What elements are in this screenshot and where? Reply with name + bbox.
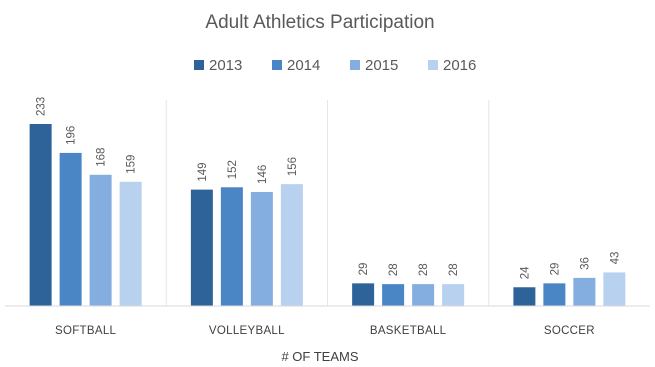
legend-label-2014: 2014 (287, 57, 320, 74)
bar-volleyball-2016 (280, 184, 303, 306)
bar-volleyball-2014 (220, 187, 243, 306)
data-label-volleyball-2015: 146 (257, 165, 269, 184)
category-separators (165, 100, 490, 306)
category-label-soccer: SOCCER (544, 325, 595, 337)
data-label-volleyball-2016: 156 (287, 157, 299, 176)
bar-softball-2016 (119, 181, 142, 306)
bar-basketball-2016 (442, 284, 465, 306)
chart-title: Adult Athletics Participation (205, 12, 434, 33)
category-label-volleyball: VOLLEYBALL (209, 325, 285, 337)
bar-softball-2015 (89, 174, 112, 306)
bar-soccer-2015 (573, 277, 596, 306)
category-label-softball: SOFTBALL (55, 325, 117, 337)
bar-softball-2014 (59, 152, 82, 306)
data-label-soccer-2015: 36 (579, 257, 591, 270)
bars (29, 124, 626, 306)
bar-volleyball-2013 (190, 189, 213, 306)
data-label-soccer-2014: 29 (549, 263, 561, 276)
category-label-basketball: BASKETBALL (370, 325, 447, 337)
x-axis-title: # OF TEAMS (281, 349, 358, 364)
data-label-volleyball-2013: 149 (197, 162, 209, 181)
legend-swatch-2014 (272, 60, 282, 70)
data-label-softball-2014: 196 (66, 126, 78, 145)
data-label-softball-2015: 168 (96, 148, 108, 167)
data-label-softball-2013: 233 (36, 97, 48, 116)
bar-basketball-2013 (352, 283, 375, 306)
legend-label-2013: 2013 (209, 57, 242, 74)
data-label-basketball-2013: 29 (358, 263, 370, 276)
data-label-basketball-2016: 28 (448, 263, 460, 276)
data-label-basketball-2015: 28 (418, 263, 430, 276)
data-label-softball-2016: 159 (126, 155, 138, 174)
data-labels: 233 196 168 159 149 152 146 156 29 28 28 28 24 29 36 43 (36, 97, 622, 279)
data-label-basketball-2014: 28 (388, 263, 400, 276)
bar-soccer-2013 (513, 287, 536, 306)
legend-label-2015: 2015 (365, 57, 398, 74)
bar-volleyball-2015 (250, 191, 273, 306)
data-label-volleyball-2014: 152 (227, 160, 239, 179)
bar-basketball-2015 (412, 284, 435, 306)
legend: 2013 2014 2015 2016 (194, 57, 476, 74)
legend-swatch-2016 (428, 60, 438, 70)
data-label-soccer-2016: 43 (609, 252, 621, 265)
bar-soccer-2016 (603, 272, 626, 306)
bar-basketball-2014 (382, 284, 405, 306)
legend-label-2016: 2016 (443, 57, 476, 74)
bar-softball-2013 (29, 124, 52, 306)
data-label-soccer-2013: 24 (519, 266, 531, 279)
legend-swatch-2015 (350, 60, 360, 70)
legend-swatch-2013 (194, 60, 204, 70)
bar-soccer-2014 (543, 283, 566, 306)
category-labels: SOFTBALL VOLLEYBALL BASKETBALL SOCCER (55, 325, 595, 337)
